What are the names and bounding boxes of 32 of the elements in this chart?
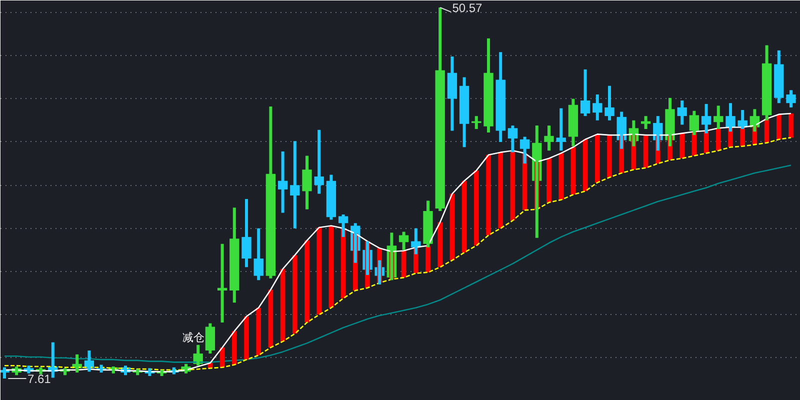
bar: [232, 331, 237, 365]
bar: [292, 255, 298, 334]
bar: [474, 170, 479, 246]
bar: [256, 308, 262, 356]
bar: [510, 150, 516, 221]
bar: [462, 180, 467, 252]
bar: [776, 114, 782, 140]
bar: [788, 113, 794, 138]
bar: [268, 290, 274, 348]
bar: [450, 194, 455, 260]
bar: [244, 316, 249, 360]
bar: [280, 268, 286, 342]
bar: [316, 227, 322, 315]
bar: [594, 134, 600, 183]
bar: [643, 135, 648, 168]
bar: [438, 222, 443, 268]
bar: [498, 152, 504, 228]
bar: [426, 246, 430, 272]
annotation: 7.61: [27, 372, 52, 386]
annotation: 50.57: [452, 1, 483, 15]
bar: [328, 226, 334, 308]
bar: [558, 153, 564, 200]
bar: [570, 147, 576, 195]
annotation: 减仓: [182, 330, 205, 344]
bar: [607, 135, 612, 178]
bar: [304, 240, 310, 322]
bar: [546, 158, 552, 202]
bar: [401, 250, 406, 278]
bar: [680, 133, 685, 158]
bar: [582, 139, 588, 192]
bar: [486, 154, 491, 236]
bar: [716, 128, 721, 151]
